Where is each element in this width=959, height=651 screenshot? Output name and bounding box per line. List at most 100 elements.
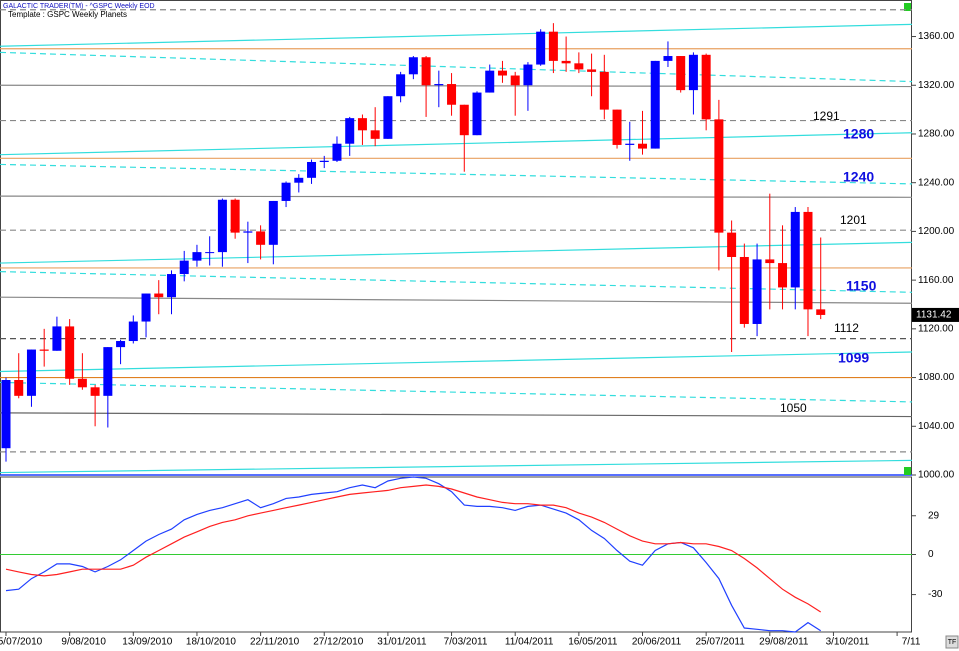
planet-level [0, 163, 913, 185]
template: Template : GSPC Weekly Planets [8, 10, 127, 19]
x-tick-label: 18/10/2010 [186, 637, 236, 648]
y-tick-label: 0 [928, 549, 934, 560]
candle-body [90, 387, 100, 396]
x-tick-label: 29/08/2011 [759, 637, 809, 648]
y-tick-label: 1240.00 [918, 177, 955, 188]
candle-body [179, 260, 189, 275]
x-tick-label: 5/07/2010 [0, 637, 43, 648]
candle-body [307, 161, 317, 178]
candle-body [39, 349, 49, 351]
x-tick-label: 20/06/2011 [632, 637, 682, 648]
candle-body [205, 252, 215, 254]
candle-body [561, 60, 571, 64]
level-annotation: 1112 [834, 321, 859, 335]
candle-body [587, 69, 597, 72]
candle-body [523, 64, 533, 86]
y-tick-label: 1040.00 [918, 421, 955, 432]
candle-body [230, 199, 240, 233]
corner-label: TF [948, 639, 957, 646]
x-tick-label: 11/04/2011 [505, 637, 554, 648]
candle-body [243, 231, 253, 233]
candle-body [472, 92, 482, 136]
x-tick-label: 13/09/2010 [122, 637, 172, 648]
candle-body [116, 341, 126, 348]
level-annotation: 1099 [838, 350, 869, 366]
planet-level [0, 459, 913, 474]
candle-body [103, 347, 113, 396]
level-annotation: 1050 [780, 401, 807, 415]
candle-body [345, 118, 355, 144]
candle-body [256, 231, 266, 245]
candle-body [65, 326, 75, 379]
candle-body [548, 31, 558, 61]
planet-level [0, 195, 913, 198]
x-tick-label: 25/07/2011 [695, 637, 745, 648]
x-tick-label: 22/11/2010 [250, 637, 300, 648]
candle-body [166, 274, 176, 298]
candle-body [701, 54, 711, 120]
marker-box [904, 467, 911, 475]
x-tick-label: 9/08/2010 [61, 637, 106, 648]
candle-body [714, 119, 724, 233]
y-tick-label: 1160.00 [918, 275, 954, 286]
y-tick-label: 1320.00 [918, 80, 955, 91]
candle-body [294, 177, 304, 183]
level-annotation: 1240 [843, 169, 874, 185]
planet-level [0, 51, 913, 83]
y-tick-label: 1000.00 [918, 470, 955, 481]
level-annotation: 1201 [840, 213, 867, 227]
x-tick-label: 3/10/2011 [826, 637, 870, 648]
candle-body [790, 211, 800, 288]
candle-body [599, 71, 609, 110]
candle-body [14, 380, 24, 396]
candle-body [536, 31, 546, 65]
candle-body [192, 252, 202, 261]
candle-body [26, 349, 36, 396]
planet-level [0, 241, 913, 264]
candle-body [752, 259, 762, 324]
planet-level [0, 412, 913, 418]
candle-body [77, 378, 87, 388]
x-tick-label: 31/01/2011 [377, 637, 427, 648]
candle-body [574, 63, 584, 70]
indicator-line [5, 484, 822, 613]
candle-body [434, 84, 444, 86]
x-tick-label: 7/03/2011 [444, 637, 488, 648]
level-annotation: 1291 [813, 109, 840, 123]
candle-body [612, 109, 622, 145]
candle-body [816, 309, 826, 315]
y-tick-label: 1200.00 [918, 226, 955, 237]
candle-body [217, 199, 227, 253]
candle-body [803, 211, 813, 310]
candle-body [408, 57, 418, 75]
x-tick-label: 7/11 [902, 637, 921, 648]
candle-body [688, 54, 698, 91]
candle-body [370, 130, 380, 139]
candle-body [332, 143, 342, 161]
corner-box [945, 635, 959, 649]
candle-body [727, 232, 737, 257]
candle-body [319, 160, 329, 162]
x-tick-label: 16/05/2011 [568, 637, 618, 648]
candle-body [421, 57, 431, 86]
y-tick-label: 1360.00 [918, 31, 955, 42]
candle-body [357, 118, 367, 131]
marker-box [904, 3, 911, 11]
x-tick-label: 27/12/2010 [313, 637, 363, 648]
candle-body [141, 293, 151, 322]
candle-body [459, 104, 469, 136]
planet-level [0, 132, 913, 156]
candle-body [154, 293, 164, 298]
candle-body [676, 56, 686, 91]
last-price: 1131.42 [916, 310, 952, 321]
candle-body [497, 70, 507, 76]
candle-body [625, 143, 635, 145]
candle-body [638, 143, 647, 149]
candle-body [485, 70, 495, 93]
planet-level [0, 23, 913, 47]
candle-body [778, 263, 788, 288]
level-annotation: 1280 [843, 126, 874, 142]
candle-body [739, 256, 749, 324]
candle-body [268, 200, 278, 245]
planet-level [0, 381, 913, 403]
